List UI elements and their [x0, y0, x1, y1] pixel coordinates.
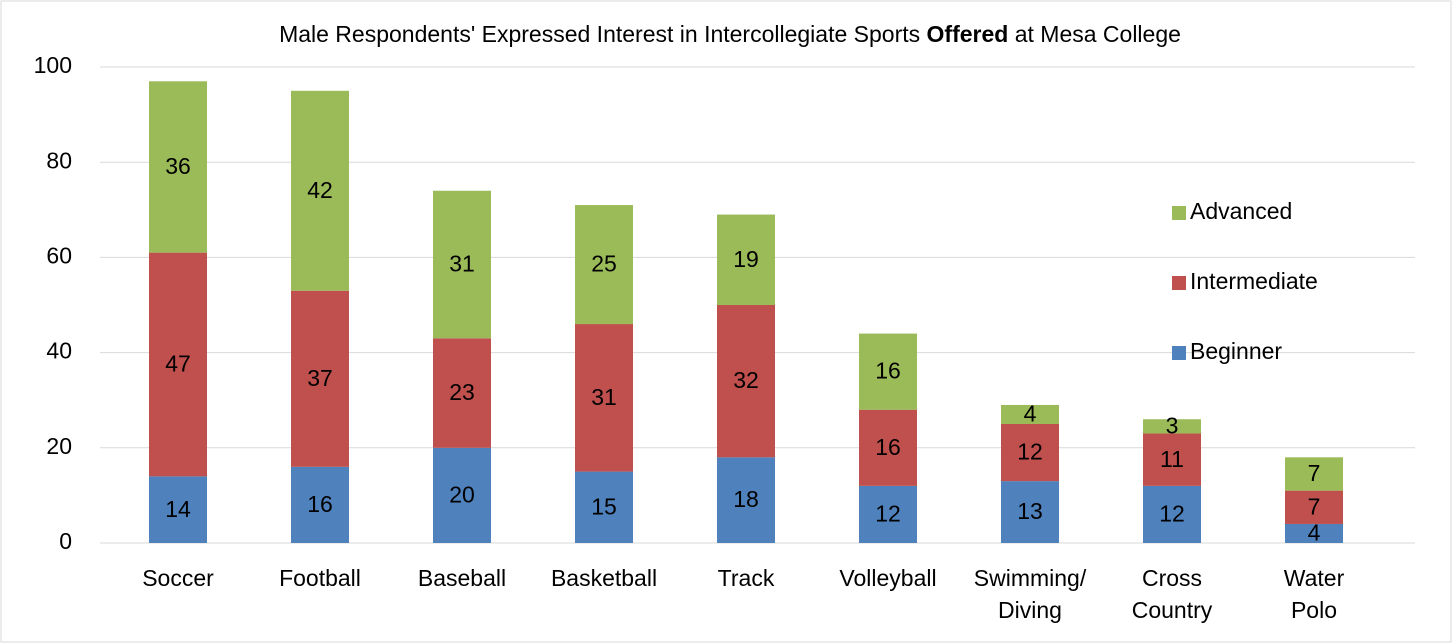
y-tick-label: 20: [46, 433, 72, 459]
x-tick-label: Water Polo: [1284, 565, 1345, 623]
data-label: 14: [165, 496, 191, 522]
data-label: 31: [591, 384, 617, 410]
x-tick-label: Volleyball: [839, 565, 936, 591]
data-label: 47: [165, 351, 191, 377]
bar-segment: [1143, 433, 1201, 486]
data-label: 4: [1308, 520, 1321, 546]
data-label: 23: [449, 379, 475, 405]
x-tick-label: Cross Country: [1132, 565, 1213, 623]
data-label: 32: [733, 367, 759, 393]
data-label: 12: [1159, 501, 1185, 527]
data-label: 42: [307, 177, 333, 203]
data-label: 16: [875, 434, 901, 460]
bar-segment: [1001, 424, 1059, 482]
bar-segment: [859, 333, 917, 410]
data-label: 37: [307, 365, 333, 391]
x-tick-label: Baseball: [418, 565, 506, 591]
data-label: 12: [875, 501, 901, 527]
bar-segment: [717, 305, 775, 458]
bar-segment: [291, 290, 349, 467]
data-label: 31: [449, 251, 475, 277]
bar-segment: [859, 485, 917, 543]
legend-label: Beginner: [1190, 338, 1282, 364]
bar-segment: [1143, 419, 1201, 434]
data-label: 12: [1017, 439, 1043, 465]
bar-segment: [433, 190, 491, 339]
legend-swatch: [1172, 276, 1186, 290]
bar-segment: [1001, 481, 1059, 543]
bar-segment: [717, 214, 775, 305]
legend-swatch: [1172, 206, 1186, 220]
legend-swatch: [1172, 346, 1186, 360]
y-tick-label: 0: [59, 528, 72, 554]
chart-title: Male Respondents' Expressed Interest in …: [180, 20, 1280, 48]
data-label: 15: [591, 493, 617, 519]
bar-segment: [291, 90, 349, 291]
x-tick-label: Swimming/Diving: [974, 565, 1087, 623]
data-label: 13: [1017, 498, 1043, 524]
bar-segment: [717, 457, 775, 543]
bar-segment: [1285, 490, 1343, 524]
bar-segment: [149, 252, 207, 477]
x-tick-label: Football: [279, 565, 361, 591]
legend-label: Intermediate: [1190, 268, 1318, 294]
data-label: 16: [875, 358, 901, 384]
title-part: Male Respondents' Expressed Interest in …: [279, 21, 921, 47]
bar-segment: [149, 81, 207, 253]
y-tick-label: 60: [46, 242, 72, 268]
data-label: 20: [449, 481, 475, 507]
bar-segment: [575, 205, 633, 325]
y-tick-label: 80: [46, 147, 72, 173]
bar-segment: [433, 338, 491, 448]
data-label: 7: [1308, 460, 1321, 486]
data-label: 36: [165, 153, 191, 179]
data-label: 16: [307, 491, 333, 517]
data-label: 3: [1166, 412, 1179, 438]
y-tick-label: 40: [46, 338, 72, 364]
x-tick-label: Soccer: [142, 565, 214, 591]
data-label: 7: [1308, 493, 1321, 519]
bar-segment: [859, 409, 917, 486]
bar-segment: [1285, 523, 1343, 543]
bar-segment: [575, 324, 633, 472]
x-tick-label: Basketball: [551, 565, 657, 591]
bar-segment: [149, 476, 207, 543]
y-tick-label: 100: [34, 52, 72, 78]
data-label: 19: [733, 246, 759, 272]
bar-segment: [291, 466, 349, 543]
title-part-bold: Offered: [926, 21, 1009, 47]
bar-segment: [1001, 404, 1059, 424]
bar-segment: [433, 447, 491, 543]
data-label: 25: [591, 251, 617, 277]
title-part: at Mesa College: [1014, 21, 1181, 47]
data-label: 4: [1024, 401, 1037, 427]
bar-segment: [575, 471, 633, 543]
x-tick-label: Track: [718, 565, 775, 591]
data-label: 18: [733, 486, 759, 512]
bar-segment: [1285, 457, 1343, 491]
data-label: 11: [1160, 446, 1184, 472]
bar-segment: [1143, 485, 1201, 543]
legend-label: Advanced: [1190, 198, 1292, 224]
